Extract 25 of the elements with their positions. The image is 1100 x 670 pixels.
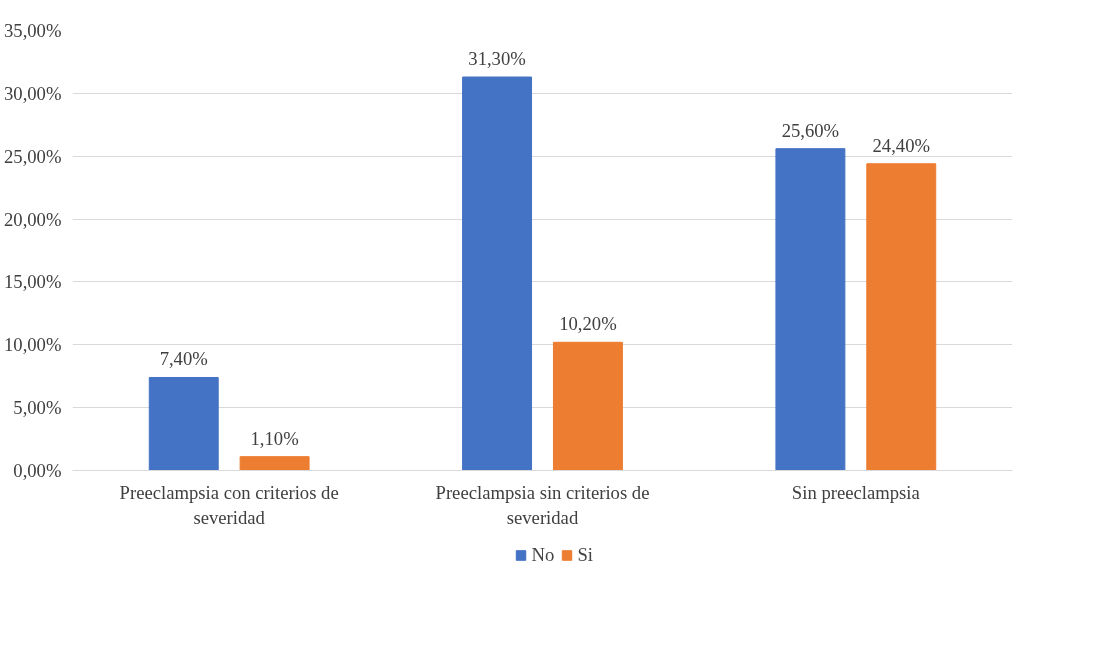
data-label: 25,60% bbox=[781, 119, 840, 141]
y-tick-label: 35,00% bbox=[3, 20, 62, 41]
bar bbox=[552, 341, 623, 471]
bar bbox=[148, 376, 219, 471]
data-label: 7,40% bbox=[159, 348, 208, 370]
y-tick-label: 25,00% bbox=[3, 145, 62, 167]
bar bbox=[775, 148, 846, 471]
x-tick-label: Sin preeclampsia bbox=[791, 481, 921, 503]
y-tick-label: 15,00% bbox=[3, 271, 62, 293]
x-tick-label: Preeclampsia sin criterios de severidad bbox=[435, 481, 650, 528]
y-tick-label: 0,00% bbox=[13, 460, 62, 481]
y-tick-label: 20,00% bbox=[3, 208, 62, 230]
y-tick-label: 30,00% bbox=[3, 82, 62, 104]
y-tick-label: 5,00% bbox=[13, 397, 62, 419]
bar bbox=[239, 456, 310, 471]
data-label: 31,30% bbox=[468, 48, 526, 70]
x-tick-label: Preeclampsia con criterios de severidad bbox=[119, 481, 339, 528]
y-tick-label: 10,00% bbox=[3, 334, 62, 356]
data-label: 10,20% bbox=[559, 313, 617, 335]
data-label: 1,10% bbox=[250, 427, 299, 449]
data-label: 24,40% bbox=[872, 134, 931, 156]
legend-label: No bbox=[531, 544, 555, 566]
legend-label: Si bbox=[577, 544, 594, 566]
bar bbox=[462, 76, 533, 471]
bar bbox=[866, 163, 937, 471]
